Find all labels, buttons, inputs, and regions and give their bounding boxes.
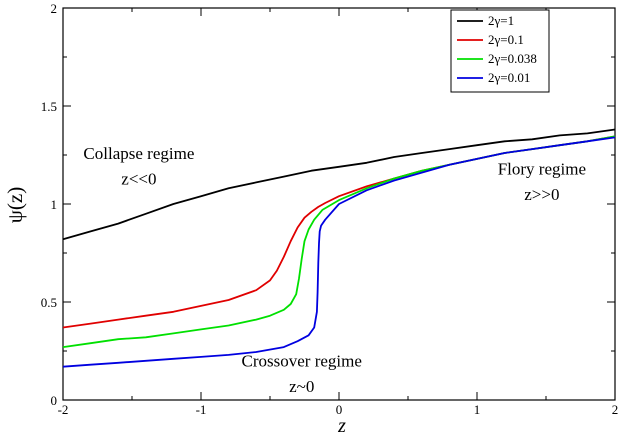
annotation-text: Flory regime <box>498 160 586 179</box>
y-tick-label: 1 <box>51 197 58 212</box>
y-axis-title: ψ(z) <box>3 187 27 223</box>
series-line-0 <box>62 128 616 241</box>
legend-label: 2γ=0.1 <box>488 32 524 47</box>
x-axis-ticks: -2 -1 0 1 2 <box>58 8 618 417</box>
x-tick-label: 0 <box>336 402 343 417</box>
legend-label: 2γ=1 <box>488 13 514 28</box>
x-axis-title: z <box>337 415 346 437</box>
legend-label: 2γ=0.01 <box>488 70 530 85</box>
x-tick-label: 1 <box>474 402 481 417</box>
x-tick-label: -1 <box>196 402 207 417</box>
annotation-text: z>>0 <box>524 185 559 204</box>
annotation-text: z<<0 <box>121 169 156 188</box>
annotation-text: Crossover regime <box>242 352 362 371</box>
y-tick-label: 2 <box>51 1 58 16</box>
y-axis-ticks: 0 0.5 1 1.5 2 <box>41 1 615 408</box>
series-line-3 <box>62 136 616 368</box>
annotations: Collapse regime z<<0 Flory regime z>>0 Cross… <box>83 144 586 396</box>
y-tick-label: 0.5 <box>41 295 57 310</box>
legend-label: 2γ=0.038 <box>488 51 537 66</box>
legend: 2γ=1 2γ=0.1 2γ=0.038 2γ=0.01 <box>450 9 550 93</box>
x-tick-label: 2 <box>612 402 618 417</box>
annotation-text: Collapse regime <box>83 144 194 163</box>
series-lines <box>62 128 616 368</box>
x-tick-label: -2 <box>58 402 69 417</box>
y-tick-label: 0 <box>51 393 58 408</box>
annotation-text: z~0 <box>289 377 314 396</box>
y-tick-label: 1.5 <box>41 99 57 114</box>
